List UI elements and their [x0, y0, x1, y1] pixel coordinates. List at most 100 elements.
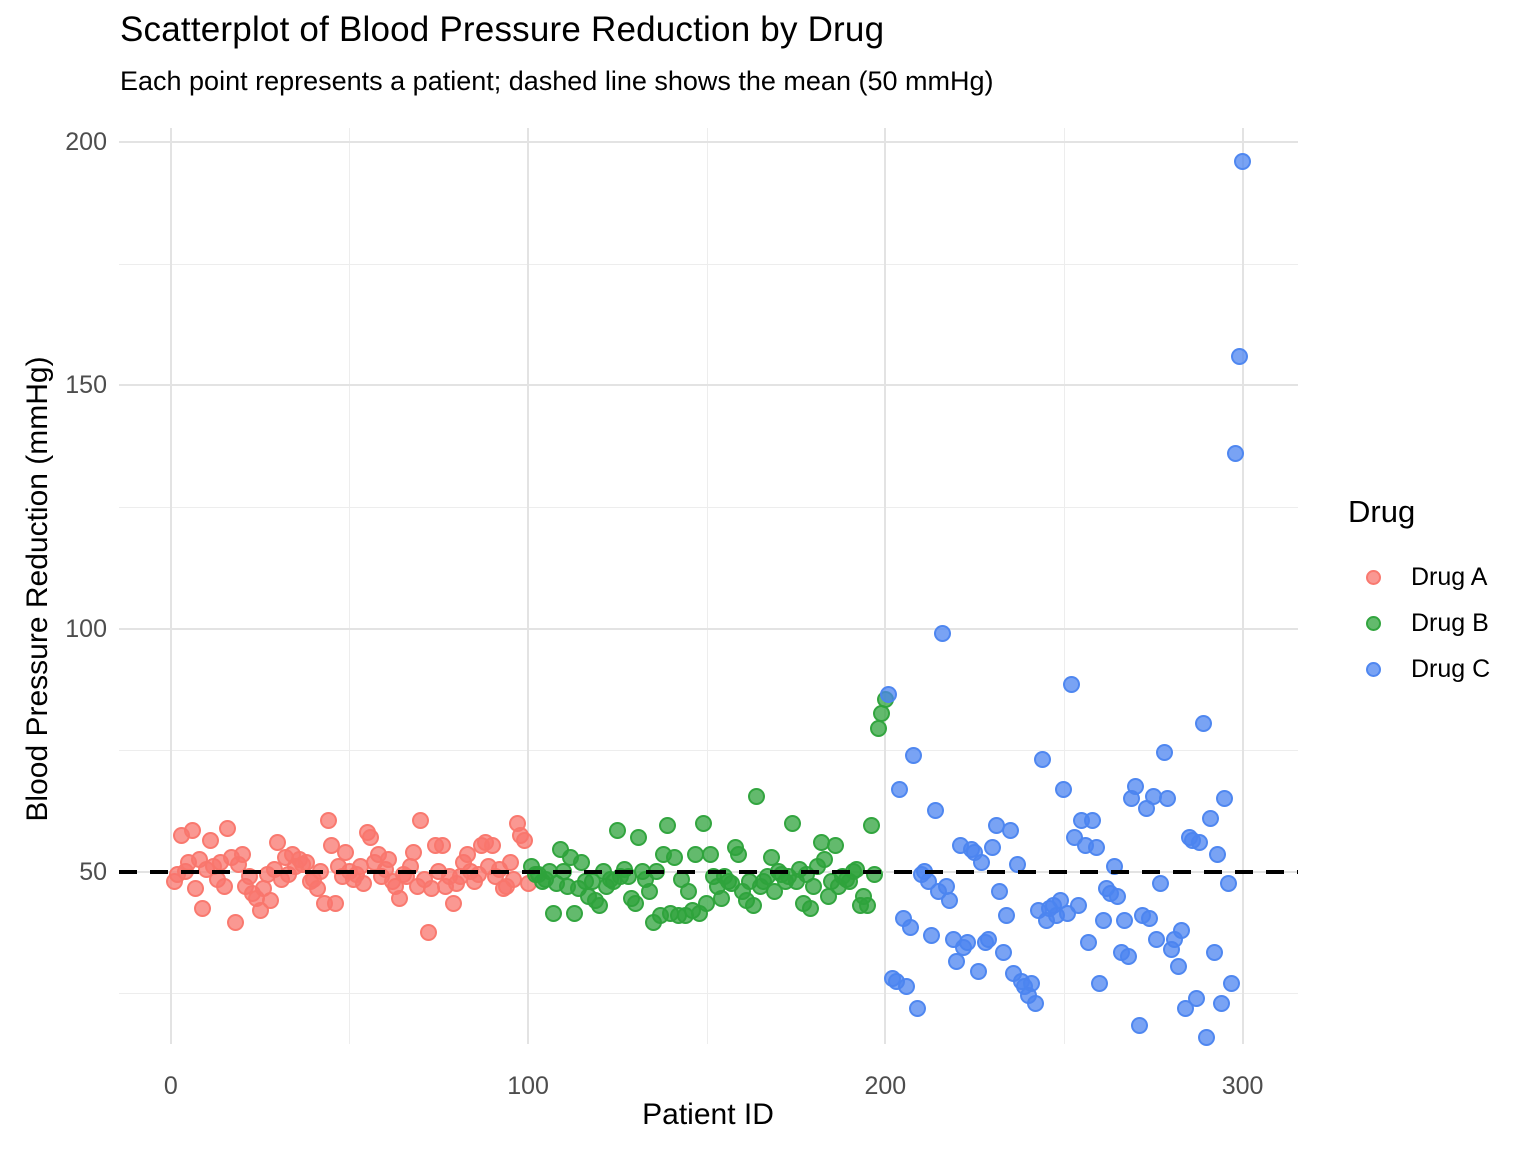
data-point-drug-b	[866, 865, 884, 883]
y-tick-label-50: 50	[79, 857, 107, 886]
data-point-drug-c	[1062, 676, 1080, 693]
data-point-drug-c	[1094, 911, 1112, 929]
data-point-drug-c	[998, 907, 1016, 925]
data-point-drug-a	[262, 892, 280, 910]
data-point-drug-a	[187, 880, 205, 898]
data-point-drug-a	[226, 914, 244, 932]
gridline-minor-y-25	[119, 993, 1298, 995]
data-point-drug-c	[1223, 975, 1241, 993]
data-point-drug-c	[1226, 444, 1244, 462]
data-point-drug-c	[1216, 790, 1234, 808]
data-point-drug-b	[608, 821, 626, 839]
data-point-drug-c	[1091, 975, 1109, 993]
data-point-drug-c	[980, 931, 998, 949]
gridline-major-x-0	[169, 128, 172, 1044]
data-point-drug-b	[748, 787, 766, 805]
data-point-drug-a	[362, 829, 380, 847]
gridline-minor-x-150	[706, 128, 708, 1044]
data-point-drug-c	[959, 933, 977, 951]
data-point-drug-c	[1187, 989, 1205, 1007]
data-point-drug-b	[694, 814, 712, 832]
data-point-drug-a	[201, 831, 219, 849]
data-point-drug-c	[1191, 834, 1209, 852]
data-point-drug-b	[666, 848, 684, 866]
legend-items: Drug A Drug B Drug C	[1348, 554, 1528, 692]
plot-panel	[119, 128, 1298, 1046]
data-point-drug-c	[926, 802, 944, 820]
legend-item-drug-b: Drug B	[1348, 600, 1528, 646]
data-point-drug-c	[898, 977, 916, 995]
data-point-drug-c	[1148, 931, 1166, 949]
data-point-drug-c	[1234, 153, 1252, 171]
legend-title: Drug	[1348, 494, 1416, 529]
data-point-drug-b	[544, 904, 562, 922]
data-point-drug-b	[573, 853, 591, 871]
data-point-drug-c	[1080, 933, 1098, 951]
data-point-drug-a	[337, 843, 355, 861]
data-point-drug-c	[973, 853, 991, 871]
data-point-drug-c	[901, 919, 919, 937]
data-point-drug-b	[869, 719, 887, 737]
data-point-drug-b	[826, 836, 844, 854]
data-point-drug-b	[680, 882, 698, 900]
data-point-drug-c	[1023, 975, 1041, 993]
data-point-drug-a	[269, 834, 287, 852]
data-point-drug-c	[1198, 1028, 1216, 1046]
data-point-drug-c	[1109, 887, 1127, 905]
data-point-drug-a	[194, 899, 212, 917]
data-point-drug-b	[730, 846, 748, 864]
data-point-drug-c	[948, 953, 966, 971]
data-point-drug-c	[1209, 846, 1227, 864]
gridline-major-y-150	[119, 384, 1298, 387]
legend-label: Drug A	[1411, 562, 1488, 591]
data-point-drug-a	[501, 853, 519, 871]
data-point-drug-b	[873, 705, 891, 723]
data-point-drug-a	[355, 875, 373, 893]
y-tick-label-150: 150	[65, 371, 107, 400]
data-point-drug-c	[941, 892, 959, 910]
data-point-drug-c	[984, 838, 1002, 856]
data-point-drug-b	[658, 817, 676, 835]
data-point-drug-b	[783, 814, 801, 832]
data-point-drug-c	[1230, 347, 1248, 365]
data-point-drug-a	[405, 843, 423, 861]
data-point-drug-b	[566, 904, 584, 922]
legend-item-drug-c: Drug C	[1348, 646, 1528, 692]
data-point-drug-a	[433, 836, 451, 854]
gridline-minor-x-50	[349, 128, 351, 1044]
data-point-drug-a	[215, 877, 233, 895]
chart-subtitle: Each point represents a patient; dashed …	[120, 66, 994, 96]
legend-dot-drug-b	[1366, 615, 1381, 631]
gridline-major-x-100	[527, 128, 530, 1044]
data-point-drug-b	[816, 851, 834, 869]
gridline-major-x-300	[1241, 128, 1244, 1044]
data-point-drug-c	[1087, 838, 1105, 856]
data-point-drug-b	[805, 877, 823, 895]
data-point-drug-c	[1219, 875, 1237, 893]
x-tick-label-100: 100	[507, 1072, 549, 1100]
data-point-drug-c	[1130, 1016, 1148, 1034]
data-point-drug-c	[891, 780, 909, 798]
data-point-drug-c	[1069, 897, 1087, 915]
data-point-drug-c	[1055, 780, 1073, 798]
x-axis-label: Patient ID	[642, 1098, 774, 1131]
data-point-drug-b	[641, 882, 659, 900]
data-point-drug-b	[744, 897, 762, 915]
gridline-major-y-100	[119, 627, 1298, 630]
data-point-drug-a	[233, 846, 251, 864]
data-point-drug-c	[880, 685, 898, 703]
legend-label: Drug C	[1411, 654, 1491, 683]
y-tick-label-200: 200	[65, 128, 107, 157]
data-point-drug-b	[801, 899, 819, 917]
data-point-drug-c	[905, 746, 923, 764]
data-point-drug-c	[1205, 943, 1223, 961]
legend-dot-drug-a	[1366, 569, 1381, 585]
legend-label: Drug B	[1411, 608, 1489, 637]
chart-title: Scatterplot of Blood Pressure Reduction …	[120, 10, 885, 49]
data-point-drug-a	[319, 812, 337, 830]
data-point-drug-c	[1034, 751, 1052, 769]
data-point-drug-c	[1159, 790, 1177, 808]
data-point-drug-a	[326, 894, 344, 912]
data-point-drug-a	[458, 846, 476, 864]
